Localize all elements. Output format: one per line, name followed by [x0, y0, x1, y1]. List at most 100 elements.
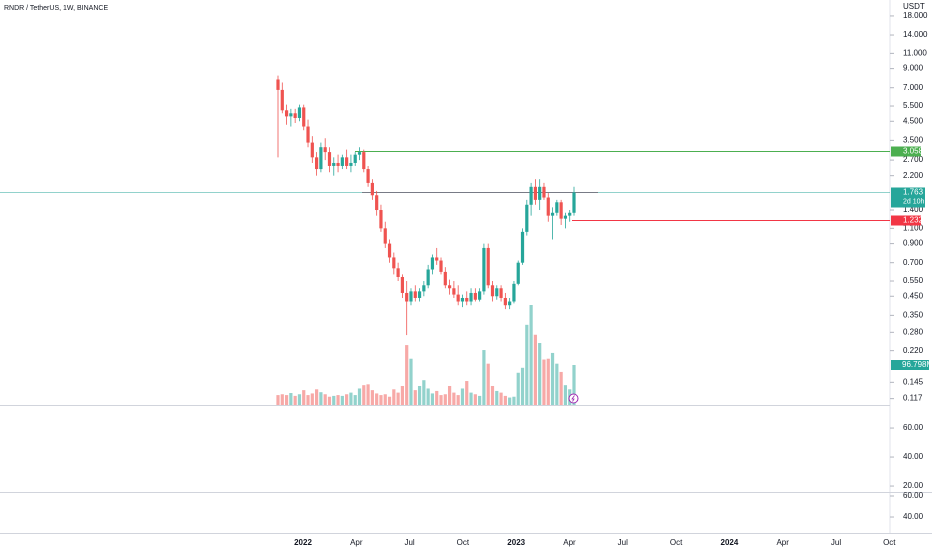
- candle-body: [310, 142, 314, 158]
- y-tick-label: 5.500: [903, 101, 924, 110]
- volume-bar: [465, 381, 469, 405]
- event-icon-bolt: [571, 395, 575, 402]
- volume-bar: [478, 395, 482, 405]
- candle-body: [289, 113, 293, 117]
- volume-bar: [293, 395, 297, 405]
- volume-bar: [319, 392, 323, 405]
- candle-body: [306, 126, 310, 143]
- candle-body: [495, 288, 499, 297]
- volume-bar: [439, 395, 443, 405]
- candle-body: [357, 152, 362, 155]
- volume-bar: [306, 395, 310, 405]
- candle-body: [525, 204, 529, 232]
- y-tick-label: 0.350: [903, 310, 924, 319]
- y-tick-label: 60.00: [903, 491, 924, 500]
- candle-body: [486, 247, 490, 286]
- volume-bar: [387, 396, 392, 405]
- volume-bar: [546, 358, 550, 405]
- candle-body: [435, 257, 439, 261]
- candle-body: [284, 110, 289, 117]
- volume-bar: [310, 393, 314, 405]
- candle-body: [315, 157, 319, 170]
- volume-bar: [357, 388, 362, 405]
- candle-body: [473, 292, 477, 300]
- candle-body: [297, 107, 302, 118]
- candle-body: [349, 162, 353, 166]
- candle-body: [443, 271, 447, 286]
- y-tick-label: 0.450: [903, 291, 924, 300]
- candle-body: [353, 154, 357, 163]
- candle-body: [319, 147, 323, 170]
- y-tick-label: 3.500: [903, 135, 924, 144]
- volume-bar: [456, 395, 460, 405]
- x-tick-label: Oct: [883, 538, 896, 547]
- candle-body: [460, 297, 465, 302]
- volume-bar: [375, 393, 379, 405]
- volume-bar: [336, 395, 340, 405]
- level-label-box: [891, 215, 921, 226]
- volume-bar: [572, 365, 576, 405]
- volume-bar: [469, 392, 473, 405]
- candle-body: [409, 291, 413, 302]
- x-tick-label: Apr: [563, 538, 576, 547]
- volume-bar: [289, 393, 293, 405]
- volume-bar: [417, 385, 422, 405]
- volume-bar: [555, 363, 559, 405]
- candle-body: [426, 269, 430, 286]
- y-tick-label: 2.200: [903, 171, 924, 180]
- candle-body: [469, 292, 473, 302]
- x-tick-label: 2023: [507, 538, 525, 547]
- volume-bar: [327, 396, 332, 405]
- chart-title: RNDR / TetherUS, 1W, BINANCE: [4, 5, 108, 12]
- y-tick-label: 1.400: [903, 205, 924, 214]
- candle-body: [542, 186, 546, 198]
- volume-label-box: [891, 360, 929, 371]
- candle-body: [417, 291, 422, 298]
- event-icon[interactable]: [568, 393, 579, 404]
- y-tick-label: 1.100: [903, 223, 924, 232]
- x-tick-label: 2022: [294, 538, 312, 547]
- volume-bar: [362, 385, 366, 405]
- volume-bar: [473, 394, 477, 405]
- candle-body: [340, 157, 344, 166]
- candle-body: [332, 162, 336, 166]
- volume-bar: [490, 385, 495, 405]
- x-tick-label: Oct: [670, 538, 683, 547]
- candle-body: [430, 257, 435, 270]
- volume-bar: [400, 385, 405, 405]
- volume-bar: [426, 388, 430, 405]
- volume-bar: [345, 394, 349, 405]
- volume-bar: [503, 395, 507, 405]
- candle-body: [490, 285, 495, 297]
- y-tick-label: 0.145: [903, 377, 924, 386]
- volume-bar: [495, 390, 499, 405]
- volume-bar: [353, 395, 357, 405]
- candle-body: [405, 292, 409, 302]
- x-tick-label: Apr: [776, 538, 789, 547]
- candle-body: [387, 243, 392, 258]
- level-label: 1.232: [903, 216, 924, 225]
- volume-bar: [396, 392, 400, 405]
- volume-bar: [413, 390, 417, 405]
- volume-label: 96.798M: [902, 360, 932, 369]
- volume-bar: [323, 394, 327, 405]
- candle-body: [512, 283, 516, 302]
- volume-bar: [542, 359, 546, 405]
- x-tick-label: Jul: [618, 538, 628, 547]
- volume-bar: [452, 392, 456, 405]
- volume-bar: [422, 380, 426, 405]
- y-tick-label: 4.500: [903, 116, 924, 125]
- volume-bar: [508, 397, 512, 405]
- candle-body: [503, 297, 507, 306]
- volume-bar: [533, 334, 537, 405]
- candle-body: [439, 260, 443, 272]
- y-tick-label: 0.117: [903, 394, 923, 403]
- volume-bar: [499, 392, 503, 405]
- volume-bar: [349, 392, 353, 405]
- candle-body: [375, 195, 379, 211]
- candle-body: [379, 210, 383, 229]
- volume-bar: [435, 390, 439, 405]
- volume-bar: [392, 389, 396, 405]
- candle-body: [323, 147, 327, 153]
- volume-bar: [366, 384, 370, 405]
